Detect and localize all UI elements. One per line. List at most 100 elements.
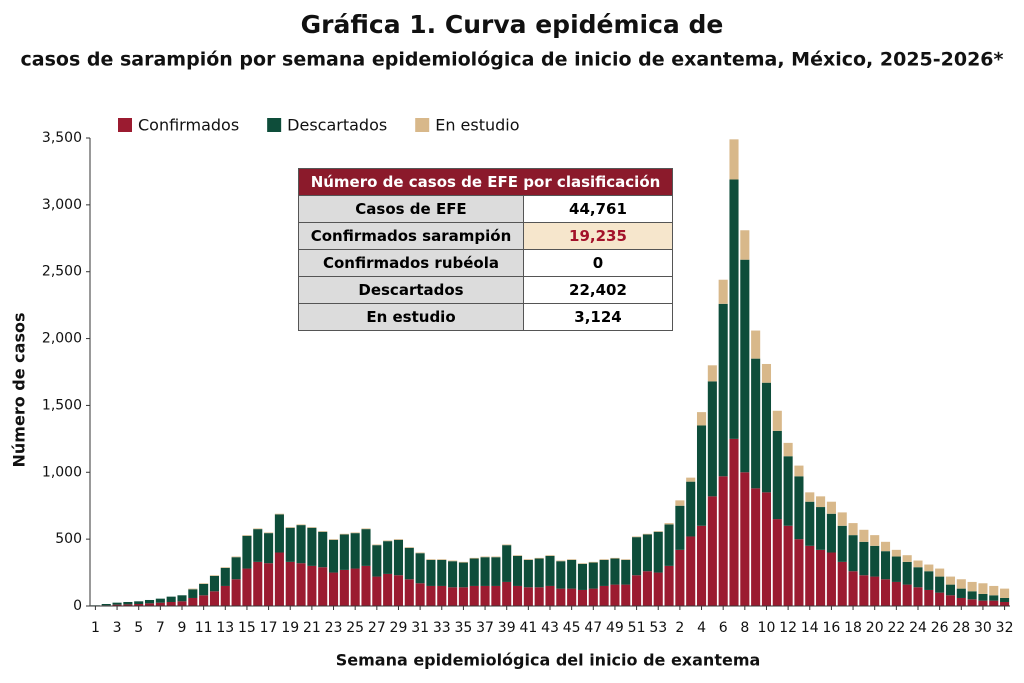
bar-segment: [469, 558, 479, 586]
y-tick-label: 3,500: [42, 130, 82, 146]
x-tick-label: 10: [758, 620, 776, 636]
row-value: 44,761: [523, 195, 673, 223]
bar-segment: [880, 579, 891, 606]
bar-segment: [404, 547, 414, 580]
bar-segment: [556, 588, 566, 606]
bar-segment: [285, 561, 295, 606]
bar-segment: [696, 412, 707, 426]
bar-segment: [209, 575, 220, 592]
bar-segment: [696, 425, 707, 526]
bar-segment: [664, 523, 674, 525]
bar-segment: [426, 559, 436, 560]
bar-segment: [621, 559, 631, 560]
bar-segment: [653, 531, 663, 532]
bar-segment: [642, 534, 652, 572]
bar-segment: [783, 525, 793, 606]
bar-segment: [664, 565, 674, 606]
bar-segment: [978, 600, 988, 606]
bar-segment: [956, 579, 966, 589]
bar-segment: [361, 529, 371, 566]
bar-segment: [978, 583, 988, 594]
bar-segment: [350, 568, 360, 606]
bar-segment: [307, 565, 317, 606]
bar-segment: [253, 529, 263, 562]
bar-segment: [437, 585, 447, 606]
bar-segment: [177, 601, 187, 606]
legend-label: En estudio: [435, 116, 519, 135]
bar-segment: [264, 533, 274, 564]
bar-segment: [848, 523, 858, 536]
bar-segment: [783, 456, 793, 526]
bar-segment: [989, 585, 999, 596]
bar-segment: [870, 545, 880, 577]
x-tick-label: 33: [433, 620, 451, 636]
bar-segment: [653, 531, 663, 573]
bar-segment: [588, 588, 598, 606]
bar-segment: [328, 539, 339, 573]
bar-segment: [816, 496, 826, 508]
bar-segment: [101, 603, 111, 606]
x-tick-label: 13: [216, 620, 234, 636]
bar-segment: [837, 525, 847, 562]
x-tick-label: 53: [649, 620, 667, 636]
bar-segment: [567, 559, 577, 560]
bar-segment: [188, 589, 198, 598]
legend-swatch: [415, 118, 430, 132]
bar-segment: [577, 563, 588, 590]
bar-segment: [599, 585, 609, 606]
x-tick-label: 11: [195, 620, 213, 636]
bar-segment: [491, 556, 501, 558]
bar-segment: [675, 549, 685, 606]
bar-segment: [621, 559, 631, 585]
bar-segment: [220, 567, 230, 568]
bar-segment: [231, 556, 241, 558]
summary-table: Número de casos de EFE por clasificación…: [298, 168, 673, 331]
bar-segment: [318, 531, 328, 532]
x-tick-label: 16: [822, 620, 840, 636]
x-tick-label: 3: [113, 620, 122, 636]
bar-segment: [545, 555, 555, 586]
bar-segment: [913, 560, 923, 568]
bar-segment: [556, 561, 566, 589]
bar-segment: [448, 561, 458, 588]
bar-segment: [967, 599, 977, 606]
bar-segment: [231, 579, 241, 606]
bar-segment: [437, 559, 447, 586]
bar-segment: [166, 601, 176, 606]
bar-segment: [350, 532, 360, 534]
x-tick-label: 15: [238, 620, 256, 636]
bar-segment: [534, 558, 544, 588]
bar-segment: [188, 597, 198, 606]
bar-segment: [166, 596, 176, 602]
legend-swatch: [118, 118, 132, 132]
bar-segment: [534, 557, 544, 559]
bar-segment: [274, 552, 284, 606]
y-tick-label: 2,000: [42, 331, 82, 347]
bar-segment: [902, 555, 912, 562]
bar-segment: [740, 230, 750, 260]
bar-segment: [816, 549, 826, 606]
bar-segment: [772, 430, 782, 520]
bar-segment: [577, 589, 588, 606]
bar-segment: [935, 576, 945, 593]
row-label: Casos de EFE: [298, 195, 524, 223]
bar-segment: [177, 595, 187, 602]
bar-segment: [328, 539, 339, 540]
x-tick-label: 21: [303, 620, 321, 636]
bar-segment: [848, 535, 858, 572]
x-tick-label: 32: [996, 620, 1014, 636]
bar-segment: [989, 600, 999, 606]
bar-segment: [144, 599, 155, 604]
legend-swatch: [267, 118, 282, 132]
x-tick-label: 23: [325, 620, 343, 636]
row-value: 3,124: [523, 303, 673, 331]
bar-segment: [285, 527, 295, 528]
bar-segment: [437, 559, 447, 560]
bar-segment: [794, 476, 804, 540]
bar-segment: [296, 563, 306, 606]
bar-segment: [134, 601, 144, 604]
bar-segment: [112, 602, 122, 605]
bar-segment: [729, 179, 739, 439]
bar-segment: [610, 558, 620, 585]
